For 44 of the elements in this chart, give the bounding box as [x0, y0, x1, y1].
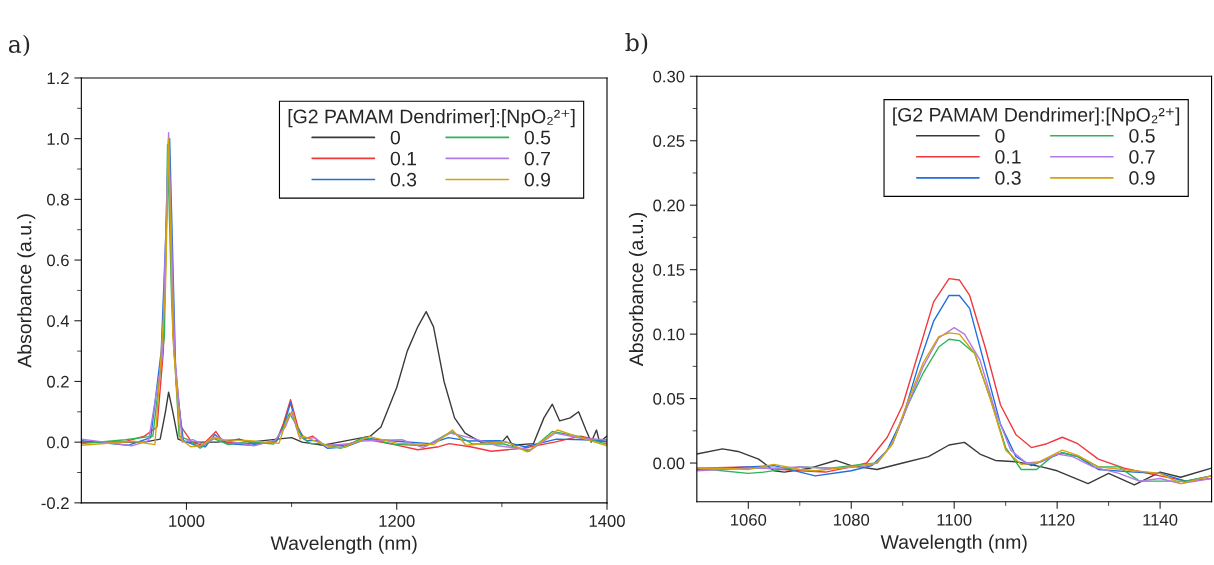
y-axis-title: Absorbance (a.u.) [17, 214, 36, 368]
legend-label: 0.7 [1129, 149, 1155, 164]
x-tick-label: 1060 [731, 513, 767, 526]
legend-label: 0 [995, 128, 1005, 143]
x-axis-title: Wavelength (nm) [880, 534, 1027, 553]
line-series [696, 441, 1212, 486]
y-tick-label: 0.20 [653, 199, 685, 212]
legend-label: 0.5 [524, 130, 551, 145]
x-tick-label: 1000 [169, 515, 205, 527]
x-tick-label: 1120 [1040, 513, 1075, 526]
legend-label: 0 [390, 130, 401, 145]
legend-title: [G2 PAMAM Dendrimer]:[NpO₂²⁺] [893, 107, 1180, 126]
y-tick-label: 0.8 [47, 193, 69, 206]
y-tick-label: 0.05 [653, 392, 685, 405]
y-tick-label: 1.0 [47, 133, 69, 145]
legend-label: 0.9 [524, 172, 551, 187]
x-tick-label: 1200 [379, 515, 415, 527]
y-tick-label: 0.6 [47, 254, 69, 267]
y-tick-label: 0.15 [653, 264, 685, 276]
y-tick-label: 0.00 [653, 457, 685, 470]
y-tick-label: 0.0 [47, 436, 69, 449]
legend-label: 0.9 [1129, 171, 1155, 185]
x-tick-label: 1080 [833, 513, 870, 526]
chart-title: a) [8, 34, 30, 57]
legend-label: 0.1 [995, 149, 1021, 164]
y-axis-title: Absorbance (a.u.) [628, 212, 648, 367]
legend-title: [G2 PAMAM Dendrimer]:[NpO₂²⁺] [288, 109, 575, 128]
y-tick-label: 0.4 [47, 315, 70, 327]
y-tick-label: 1.2 [47, 72, 69, 85]
chart-title: b) [625, 32, 648, 55]
legend-label: 0.5 [1129, 128, 1155, 143]
x-tick-label: 1100 [937, 513, 972, 526]
y-tick-label: 0.2 [47, 375, 69, 388]
legend-label: 0.1 [390, 151, 417, 166]
legend-label: 0.7 [524, 151, 550, 166]
x-tick-label: 1400 [589, 515, 625, 527]
y-tick-label: 0.25 [653, 135, 685, 147]
legend-label: 0.3 [995, 171, 1021, 185]
x-axis-title: Wavelength (nm) [270, 535, 417, 554]
y-tick-label: 0.30 [653, 70, 685, 83]
legend-label: 0.3 [390, 172, 417, 187]
y-tick-label: -0.2 [41, 497, 69, 510]
y-tick-label: 0.10 [653, 328, 685, 341]
x-tick-label: 1140 [1143, 513, 1178, 526]
